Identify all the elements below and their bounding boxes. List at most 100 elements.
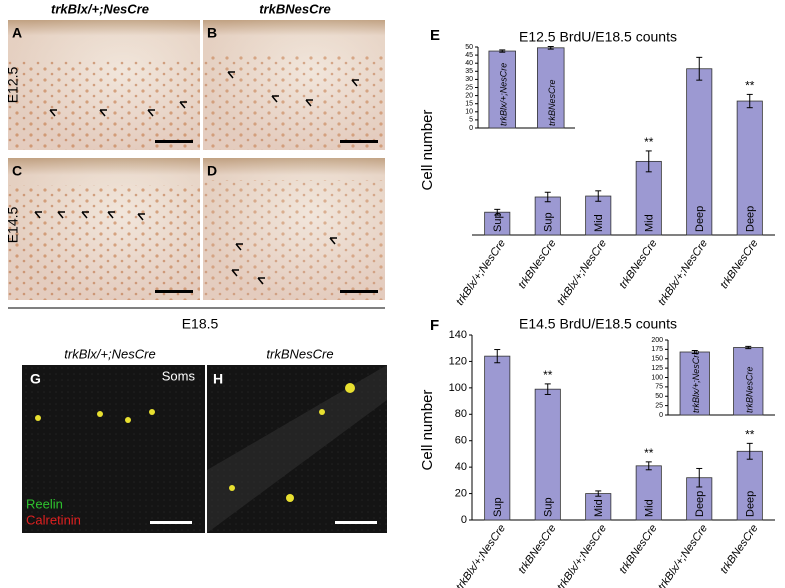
error-bar	[595, 190, 602, 202]
y-tick-label: 60	[455, 435, 467, 447]
y-tick-label: 5	[469, 117, 473, 124]
x-tick-label: trkBNesCre	[516, 238, 558, 291]
y-tick-label: 50	[655, 393, 663, 400]
significance: **	[745, 79, 755, 93]
significance: **	[543, 368, 553, 382]
bar	[736, 100, 763, 236]
bar	[585, 195, 612, 236]
bar-label: Mid	[644, 499, 656, 517]
bar-label: Sup	[492, 497, 504, 517]
error-bar	[595, 490, 602, 497]
bar-label: Mid	[593, 214, 605, 232]
bar-label: Deep	[745, 491, 757, 517]
column-label: trkBNesCre	[259, 1, 331, 16]
error-bar	[746, 442, 753, 460]
row-label: E14.5	[5, 206, 21, 243]
y-tick-label: 0	[659, 412, 663, 419]
y-tick-label: 200	[651, 337, 663, 344]
y-tick-label: 15	[465, 101, 473, 108]
significance: **	[745, 428, 755, 442]
y-tick-label: 20	[455, 487, 467, 499]
arrows	[34, 71, 359, 285]
bar-label: Mid	[593, 499, 605, 517]
age-label: E18.5	[182, 316, 219, 332]
x-tick-label: trkBlx/+;NesCre	[656, 238, 710, 308]
column-label: trkBlx/+;NesCre	[64, 346, 155, 361]
bar	[686, 68, 713, 236]
error-bar	[645, 150, 652, 173]
bar-label: Sup	[543, 212, 555, 232]
error-bar	[696, 467, 703, 488]
significance: **	[644, 446, 654, 460]
stain-label: Calretinin	[26, 512, 81, 527]
stain-label: Reelin	[26, 496, 63, 511]
y-tick-label: 175	[651, 346, 663, 353]
y-axis-label: Cell number	[419, 390, 436, 471]
panel-letter: D	[207, 163, 217, 179]
bar	[534, 388, 561, 521]
error-bar	[691, 350, 698, 354]
column-label: trkBNesCre	[266, 346, 333, 361]
x-tick-label: trkBlx/+;NesCre	[499, 63, 509, 126]
y-tick-label: 25	[655, 402, 663, 409]
bar	[736, 450, 763, 521]
x-tick-label: trkBlx/+;NesCre	[555, 523, 609, 588]
y-tick-label: 100	[449, 382, 467, 394]
bar	[635, 465, 662, 521]
y-tick-label: 40	[455, 461, 467, 473]
panel-letter: B	[207, 25, 217, 41]
panel-letter: H	[213, 371, 223, 387]
bar-label: Mid	[644, 214, 656, 232]
micrographs: trkBlx/+;NesCre trkBNesCre A B C D E12.5…	[5, 1, 387, 533]
stain-label: Soms	[162, 368, 196, 383]
row-label: E12.5	[5, 66, 21, 103]
y-tick-label: 140	[449, 329, 467, 341]
bar	[537, 47, 565, 129]
error-bar	[547, 46, 554, 50]
panel-letter: F	[430, 317, 439, 334]
y-tick-label: 75	[655, 384, 663, 391]
bar-label: Deep	[694, 491, 706, 517]
y-tick-label: 125	[651, 365, 663, 372]
error-bar	[494, 349, 501, 364]
y-tick-label: 100	[651, 374, 663, 381]
bar	[635, 160, 662, 236]
panel-letter: G	[30, 371, 41, 387]
error-bar	[745, 345, 752, 350]
bar-label: Deep	[745, 206, 757, 232]
y-tick-label: 0	[461, 514, 467, 526]
y-tick-label: 10	[465, 109, 473, 116]
x-tick-label: trkBNesCre	[745, 366, 755, 413]
error-bar	[499, 49, 506, 53]
chart-title: E14.5 BrdU/E18.5 counts	[519, 316, 677, 332]
panel-letter: C	[12, 163, 22, 179]
error-bar	[494, 208, 501, 216]
bar	[679, 351, 710, 416]
bar	[585, 493, 612, 521]
error-bar	[696, 56, 703, 81]
chart-title: E12.5 BrdU/E18.5 counts	[519, 29, 677, 45]
bar-label: Sup	[492, 212, 504, 232]
y-tick-label: 35	[465, 68, 473, 75]
y-axis-label: Cell number	[419, 110, 436, 191]
y-tick-label: 20	[465, 92, 473, 99]
x-tick-label: trkBlx/+;NesCre	[656, 523, 710, 588]
panel-letter: E	[430, 27, 440, 44]
x-tick-label: trkBlx/+;NesCre	[691, 350, 701, 413]
significance: **	[644, 135, 654, 149]
x-tick-label: trkBlx/+;NesCre	[454, 238, 508, 308]
y-tick-label: 80	[455, 408, 467, 420]
y-tick-label: 150	[651, 356, 663, 363]
error-bar	[544, 191, 551, 203]
bar	[488, 50, 516, 129]
x-tick-label: trkBNesCre	[718, 523, 760, 576]
y-tick-label: 30	[465, 76, 473, 83]
panel-letter: A	[12, 25, 22, 41]
y-tick-label: 45	[465, 52, 473, 59]
error-bar	[645, 461, 652, 471]
bar-label: Sup	[543, 497, 555, 517]
bar	[484, 355, 511, 521]
error-bar	[544, 383, 551, 395]
x-tick-label: trkBlx/+;NesCre	[454, 523, 508, 588]
